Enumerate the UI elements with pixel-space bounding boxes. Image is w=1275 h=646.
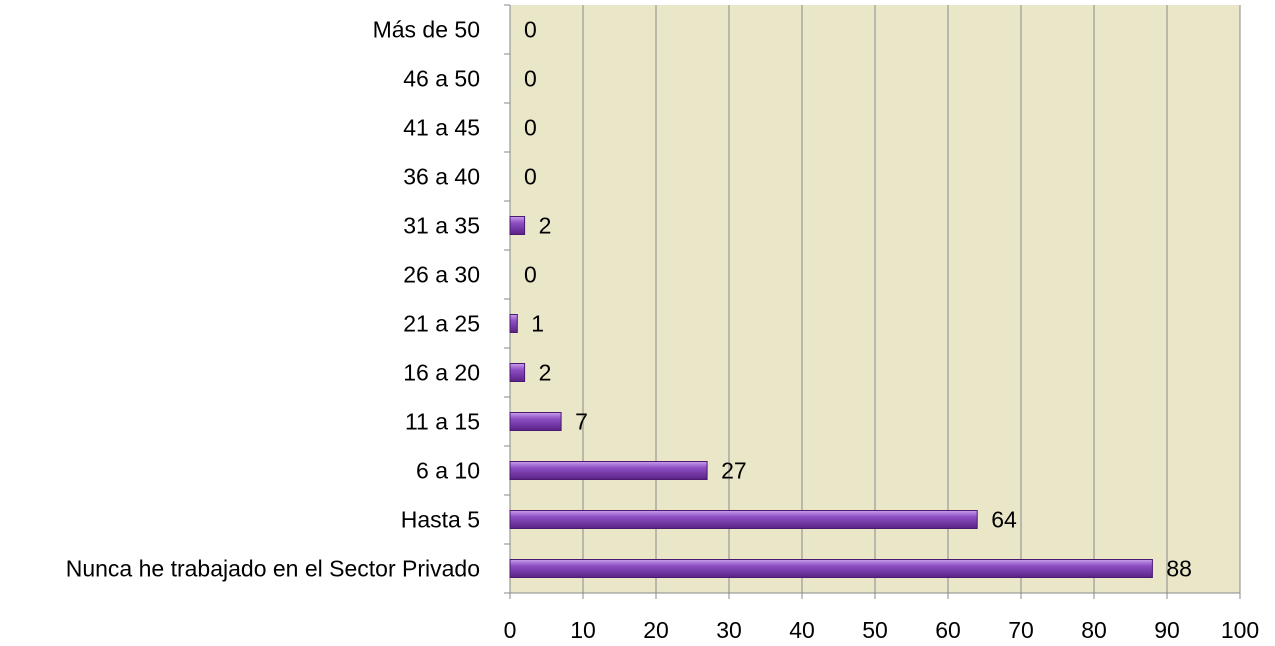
y-tick-label: Más de 50: [373, 17, 480, 43]
value-label: 0: [524, 115, 537, 141]
value-label: 0: [524, 66, 537, 92]
bar: [509, 559, 1153, 578]
y-tick-label: 46 a 50: [403, 66, 480, 92]
y-tick-label: Hasta 5: [401, 507, 480, 533]
bar: [509, 363, 526, 382]
x-tick-label: 90: [1154, 617, 1180, 643]
x-tick-label: 0: [504, 617, 517, 643]
x-tick-label: 80: [1081, 617, 1107, 643]
y-tick-label: Nunca he trabajado en el Sector Privado: [66, 556, 480, 582]
x-tick-label: 50: [862, 617, 888, 643]
value-label: 1: [531, 311, 544, 337]
x-tick-label: 40: [789, 617, 815, 643]
x-tick-label: 60: [935, 617, 961, 643]
bar: [509, 510, 978, 529]
bar: [509, 314, 518, 333]
value-label: 27: [721, 458, 747, 484]
y-tick-label: 36 a 40: [403, 164, 480, 190]
value-label: 0: [524, 262, 537, 288]
y-tick-label: 11 a 15: [405, 409, 480, 435]
x-tick-label: 10: [570, 617, 596, 643]
value-label: 64: [991, 507, 1017, 533]
x-tick-label: 70: [1008, 617, 1034, 643]
y-tick-label: 31 a 35: [403, 213, 480, 239]
x-tick-label: 20: [643, 617, 669, 643]
x-tick-label: 100: [1221, 617, 1259, 643]
value-label: 7: [575, 409, 588, 435]
y-tick-label: 21 a 25: [403, 311, 480, 337]
value-label: 0: [524, 17, 537, 43]
bar: [509, 216, 526, 235]
y-tick-label: 6 a 10: [416, 458, 480, 484]
y-tick-label: 41 a 45: [403, 115, 480, 141]
y-tick-label: 26 a 30: [403, 262, 480, 288]
value-label: 2: [539, 360, 552, 386]
value-label: 2: [539, 213, 552, 239]
bar: [509, 461, 708, 480]
bar: [509, 412, 562, 431]
y-tick-label: 16 a 20: [403, 360, 480, 386]
value-label: 88: [1166, 556, 1192, 582]
value-label: 0: [524, 164, 537, 190]
x-tick-label: 30: [716, 617, 742, 643]
